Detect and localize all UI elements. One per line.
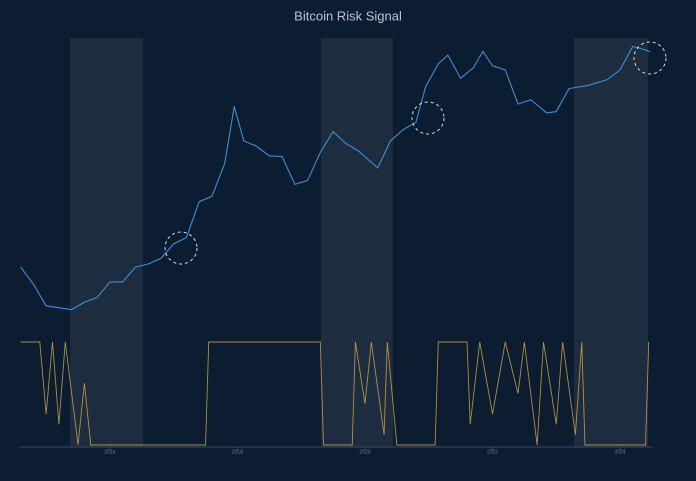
shaded-period [574,38,648,447]
price-line [20,45,651,311]
chart-title: Bitcoin Risk Signal [294,8,402,23]
highlight-circle [633,41,667,75]
x-tick-label: 2024 [614,449,625,455]
signal-line [20,341,650,446]
x-tick-label: 2022 [487,449,498,455]
x-tick-label: 2020 [359,449,370,455]
plot-area: 2016 2018 2020 2022 2024 [20,45,651,455]
x-tick-label: 2018 [232,449,243,455]
shaded-period [321,38,393,447]
highlight-circle [411,101,445,135]
x-tick-label: 2016 [104,449,115,455]
highlight-circle [164,231,198,265]
shaded-period [70,38,143,447]
